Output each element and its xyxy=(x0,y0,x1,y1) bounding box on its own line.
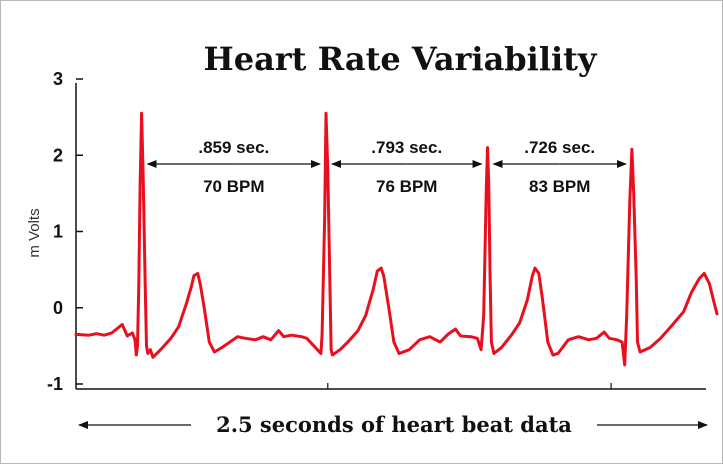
interval-annotation: .859 sec. 70 BPM xyxy=(146,138,321,196)
interval-annotation: .793 sec. 76 BPM xyxy=(330,138,483,196)
y-tick-label: 1 xyxy=(53,222,63,242)
ecg-series-line xyxy=(74,111,719,367)
interval-seconds-label: .793 sec. xyxy=(371,138,442,157)
x-axis-span-arrow: 2.5 seconds of heart beat data xyxy=(78,412,708,437)
x-tick-group xyxy=(327,383,612,389)
interval-bpm-label: 83 BPM xyxy=(529,177,590,196)
annotation-group: .859 sec. 70 BPM .793 sec. 76 BPM .726 sec. 8… xyxy=(146,138,627,196)
interval-bpm-label: 76 BPM xyxy=(376,177,437,196)
y-tick-label: -1 xyxy=(47,374,63,394)
y-tick-group: 3 2 1 0 -1 xyxy=(47,69,83,394)
y-tick-label: 0 xyxy=(53,298,63,318)
interval-annotation: .726 sec. 83 BPM xyxy=(492,138,627,196)
chart-title: Heart Rate Variability xyxy=(203,40,597,78)
y-tick-label: 2 xyxy=(53,145,63,165)
x-axis-label: 2.5 seconds of heart beat data xyxy=(216,412,572,437)
y-tick-label: 3 xyxy=(53,69,63,89)
interval-seconds-label: .726 sec. xyxy=(524,138,595,157)
interval-seconds-label: .859 sec. xyxy=(198,138,269,157)
y-axis-label: m Volts xyxy=(26,208,43,257)
interval-bpm-label: 70 BPM xyxy=(203,177,264,196)
